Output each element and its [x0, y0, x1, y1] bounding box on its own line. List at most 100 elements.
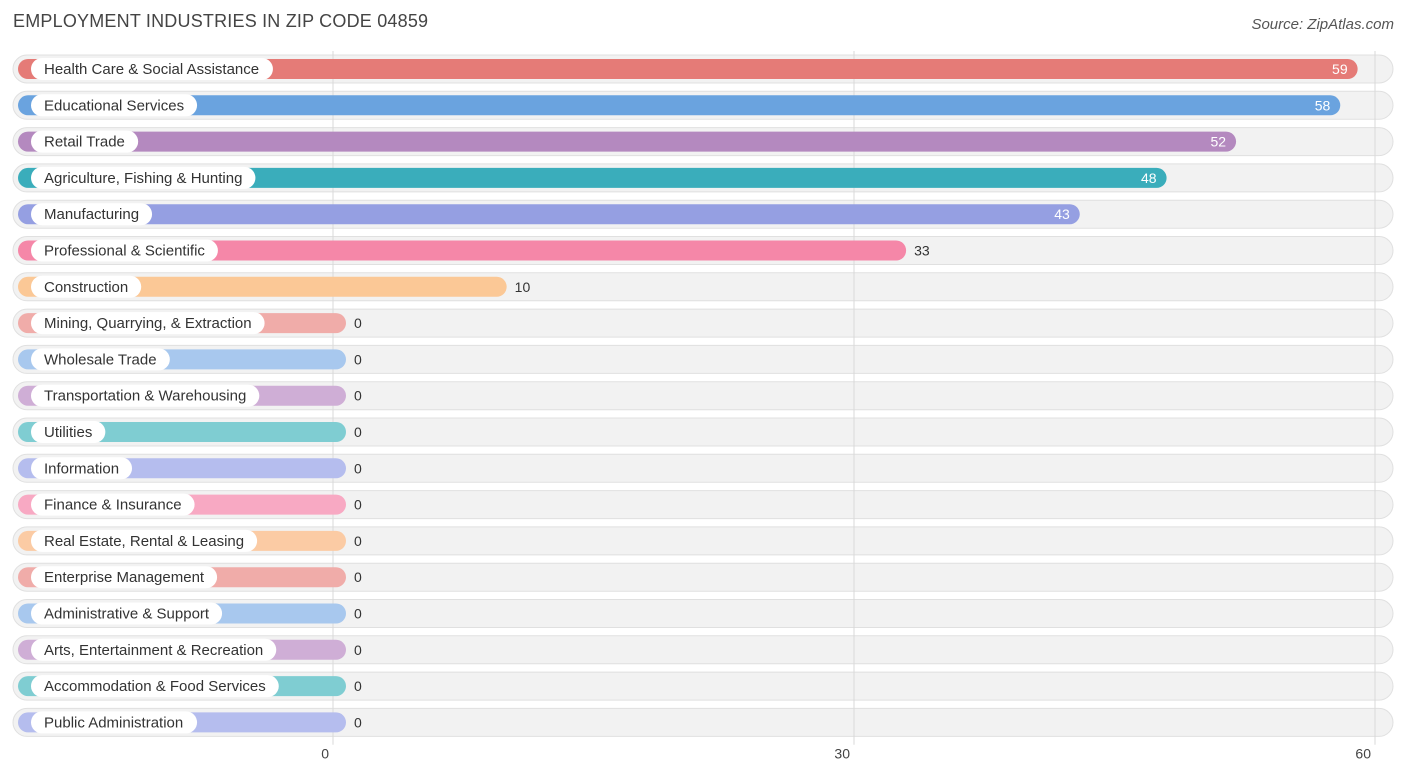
bar [18, 240, 907, 261]
category-label-bg [31, 130, 139, 153]
bar-group-wholesale-trade: Wholesale Trade 0 [18, 348, 362, 371]
category-label: Finance & Insurance [44, 497, 182, 514]
category-label-bg [31, 602, 223, 625]
bar-group-public-administration: Public Administration 0 [18, 711, 362, 734]
bar [18, 204, 1080, 225]
category-label-bg [31, 58, 273, 80]
row-track [12, 599, 1394, 628]
x-tick-label: 0 [321, 746, 329, 762]
category-label: Transportation & Warehousing [44, 388, 246, 405]
bar-group-transportation-warehousing: Transportation & Warehousing 0 [18, 384, 362, 407]
bar-group-arts-entertainment-recreation: Arts, Entertainment & Recreation 0 [18, 638, 362, 661]
category-label: Information [44, 460, 119, 477]
value-label: 0 [354, 424, 362, 440]
category-label: Accommodation & Food Services [44, 678, 266, 695]
row-track [12, 381, 1394, 411]
bar [18, 276, 507, 297]
row-track [12, 707, 1394, 737]
bar-group-retail-trade: Retail Trade 52 [18, 130, 1237, 153]
bar-group-finance-insurance: Finance & Insurance 0 [18, 493, 362, 516]
category-label-bg [31, 638, 277, 661]
category-label-bg [31, 529, 258, 552]
bar-group-agriculture-fishing-hunting: Agriculture, Fishing & Hunting 48 [18, 166, 1167, 189]
category-label-bg [31, 566, 218, 589]
value-label: 0 [354, 351, 362, 367]
bar-group-utilities: Utilities 0 [18, 421, 362, 443]
bar-group-enterprise-management: Enterprise Management 0 [18, 566, 362, 589]
category-label: Manufacturing [44, 206, 139, 223]
value-label: 43 [1054, 206, 1070, 222]
value-label: 52 [1210, 134, 1226, 150]
category-label-bg [31, 493, 195, 516]
value-label: 33 [914, 243, 930, 259]
category-label-bg [31, 94, 198, 117]
category-label-bg [31, 312, 265, 335]
category-label: Agriculture, Fishing & Hunting [44, 170, 242, 187]
bar [18, 167, 1167, 188]
row-track [12, 562, 1394, 592]
row-track [12, 671, 1394, 701]
category-label-bg [31, 348, 170, 371]
bar-group-construction: Construction 10 [18, 275, 531, 298]
value-label: 0 [354, 497, 362, 513]
category-label: Administrative & Support [44, 606, 210, 623]
category-label: Mining, Quarrying, & Extraction [44, 315, 252, 332]
category-label-bg [31, 203, 153, 226]
row-track [12, 453, 1394, 483]
row-track [12, 308, 1394, 338]
bar [18, 95, 1341, 116]
bar-group-manufacturing: Manufacturing 43 [18, 203, 1080, 226]
value-label: 0 [354, 388, 362, 404]
category-label: Enterprise Management [44, 569, 205, 586]
row-track [12, 344, 1394, 374]
category-label-bg [31, 166, 256, 189]
category-label: Wholesale Trade [44, 351, 157, 368]
value-label: 0 [354, 460, 362, 476]
value-label: 48 [1141, 170, 1157, 186]
bars-layer: Health Care & Social Assistance 59 Educati… [18, 58, 1358, 734]
category-label-bg [31, 421, 106, 443]
category-label: Professional & Scientific [44, 243, 205, 260]
category-label-bg [31, 384, 260, 407]
value-label: 0 [354, 569, 362, 585]
value-label: 0 [354, 678, 362, 694]
chart-title: EMPLOYMENT INDUSTRIES IN ZIP CODE 04859 [13, 11, 429, 31]
row-track [12, 417, 1394, 447]
category-label-bg [31, 275, 142, 298]
bar-group-professional-scientific: Professional & Scientific 33 [18, 239, 930, 262]
row-track [12, 526, 1394, 556]
bar-group-administrative-support: Administrative & Support 0 [18, 602, 362, 625]
category-label: Health Care & Social Assistance [44, 61, 259, 78]
category-label: Real Estate, Rental & Leasing [44, 533, 244, 550]
x-tick-label: 60 [1355, 746, 1371, 762]
category-label-bg [31, 239, 218, 262]
bar-group-accommodation-food-services: Accommodation & Food Services 0 [18, 675, 362, 698]
bar-group-information: Information 0 [18, 457, 362, 480]
category-label: Utilities [44, 424, 92, 441]
value-label: 0 [354, 642, 362, 658]
value-label: 59 [1332, 61, 1348, 77]
category-label: Construction [44, 279, 128, 296]
bar-group-educational-services: Educational Services 58 [18, 94, 1341, 117]
bar-group-real-estate-rental-leasing: Real Estate, Rental & Leasing 0 [18, 529, 362, 552]
value-label: 10 [515, 279, 531, 295]
category-label: Public Administration [44, 714, 183, 731]
value-label: 0 [354, 606, 362, 622]
value-label: 0 [354, 533, 362, 549]
category-label: Retail Trade [44, 134, 125, 151]
value-label: 58 [1315, 97, 1331, 113]
row-track [12, 490, 1394, 520]
category-label: Arts, Entertainment & Recreation [44, 642, 263, 659]
row-track [12, 635, 1394, 665]
category-label-bg [31, 711, 198, 734]
bar [18, 59, 1358, 79]
category-label-bg [31, 675, 279, 698]
x-axis: 0 30 60 [321, 746, 1371, 762]
value-label: 0 [354, 315, 362, 331]
value-label: 0 [354, 714, 362, 730]
category-label: Educational Services [44, 97, 184, 114]
bar [18, 131, 1237, 152]
source-note: Source: ZipAtlas.com [1251, 16, 1394, 33]
